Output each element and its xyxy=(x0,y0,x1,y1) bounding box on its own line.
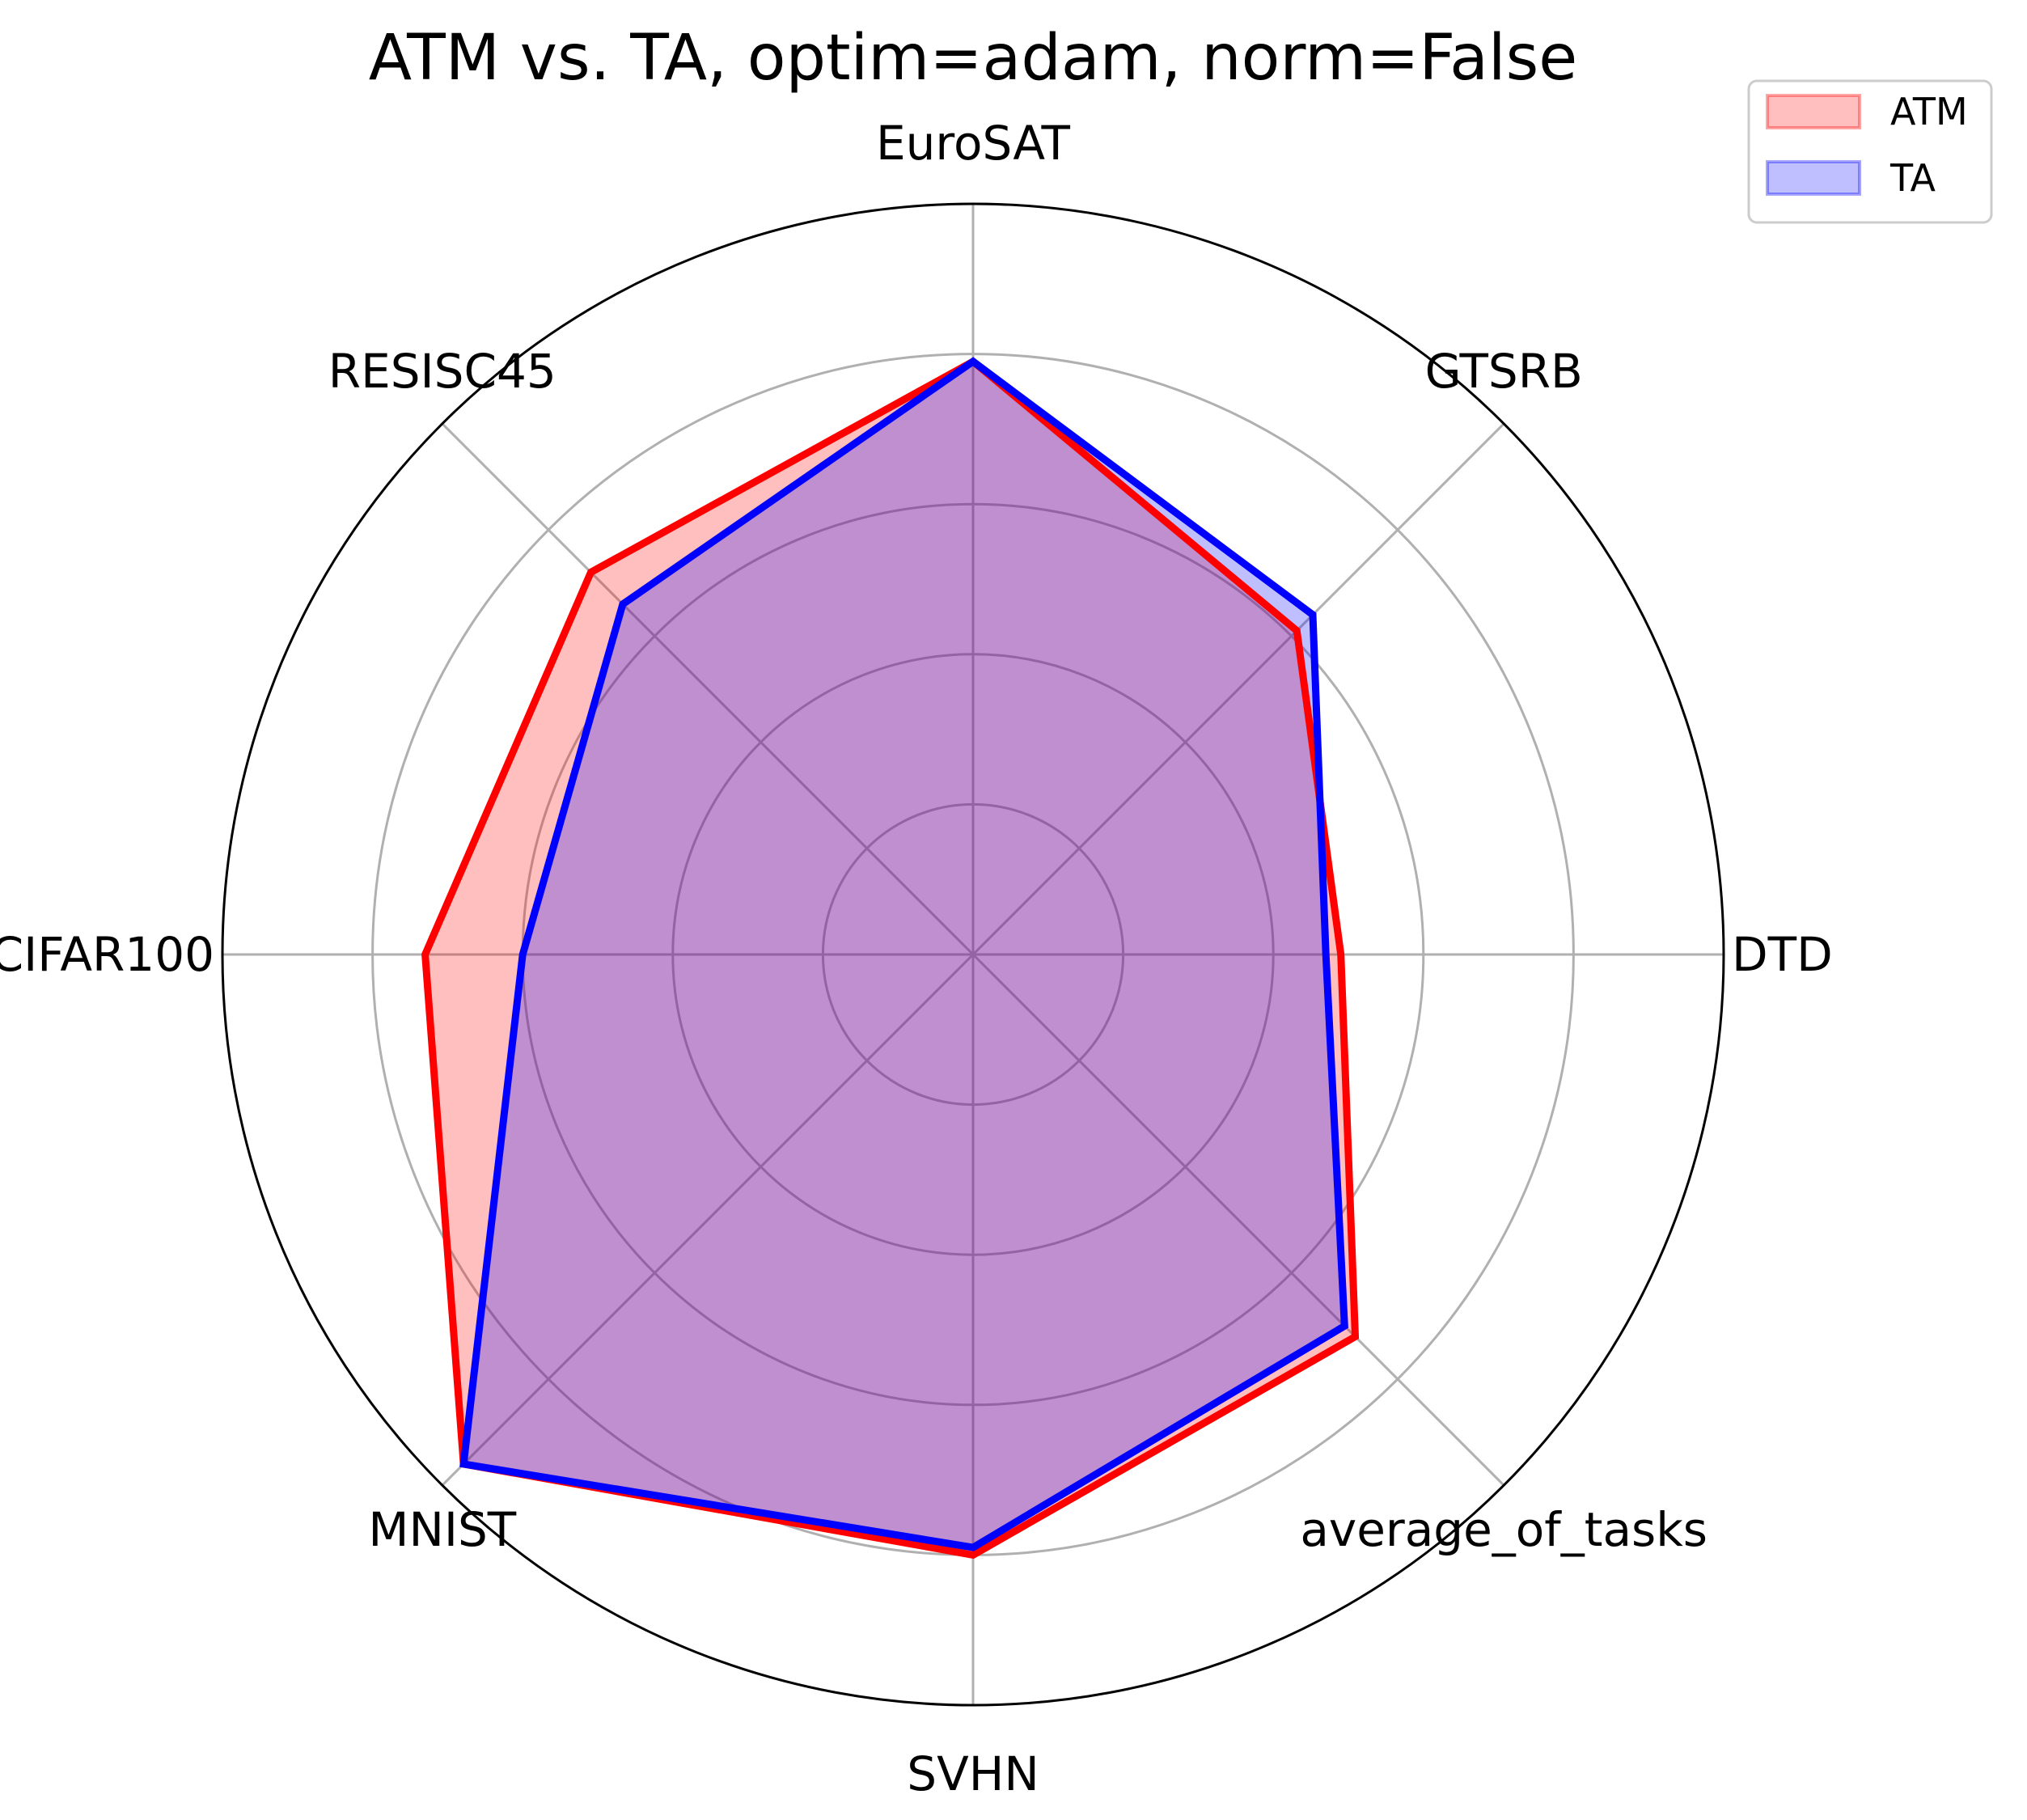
spoke-5 xyxy=(441,953,975,1487)
category-label-2: DTD xyxy=(1732,927,1833,982)
series-layer xyxy=(421,357,1360,1560)
category-labels: EuroSAT GTSRB DTD average_of_tasks SVHN MNIST… xyxy=(0,116,1833,1801)
series-fill-ta xyxy=(463,361,1345,1548)
legend-swatch-atm xyxy=(1766,94,1861,129)
legend-frame xyxy=(1747,79,1993,224)
legend-label-atm: ATM xyxy=(1890,90,1968,133)
spoke-7 xyxy=(441,422,975,956)
outer-frame xyxy=(221,202,1725,1707)
category-label-7: RESISC45 xyxy=(328,344,556,399)
category-label-0: EuroSAT xyxy=(876,116,1071,171)
category-label-4: SVHN xyxy=(907,1746,1039,1801)
legend-items: ATM TA xyxy=(1766,90,1968,200)
series-fill-atm xyxy=(425,361,1356,1555)
category-label-6: CIFAR100 xyxy=(0,927,214,982)
chart-title: ATM vs. TA, optim=adam, norm=False xyxy=(369,22,1577,95)
spoke-1 xyxy=(971,422,1505,956)
legend-label-ta: TA xyxy=(1889,156,1936,200)
category-label-3: average_of_tasks xyxy=(1300,1502,1708,1557)
legend-swatch-ta xyxy=(1766,160,1861,196)
category-label-5: MNIST xyxy=(368,1502,516,1557)
category-label-1: GTSRB xyxy=(1425,344,1583,399)
spoke-3 xyxy=(971,953,1505,1487)
legend: ATM TA xyxy=(1747,79,1993,224)
